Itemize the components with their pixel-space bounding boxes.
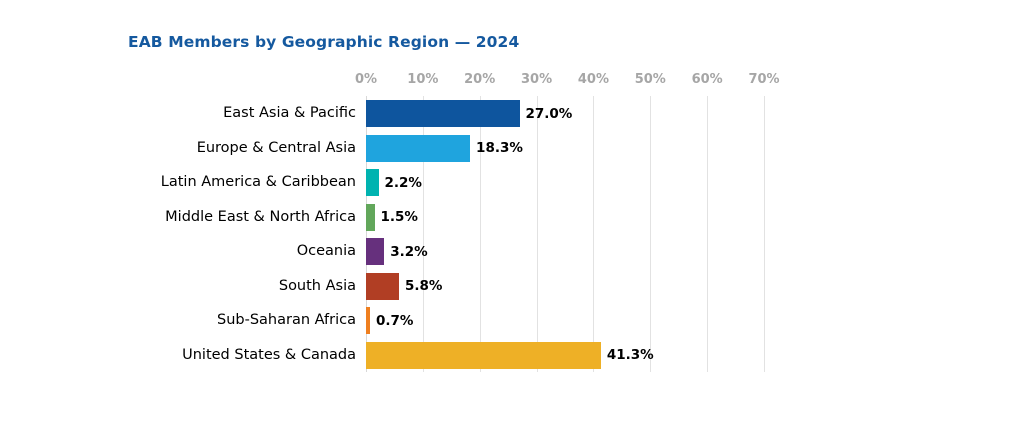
bar [366, 169, 379, 196]
bar-value-label: 0.7% [375, 312, 414, 329]
x-tick-label: 40% [577, 72, 609, 87]
category-label: South Asia [278, 277, 356, 294]
bar [366, 203, 375, 231]
gridline-10 [422, 96, 424, 372]
bar-row: Latin America & Caribbean 2.2% [0, 165, 1012, 200]
bar [366, 238, 385, 265]
category-label: Middle East & North Africa [165, 208, 356, 225]
bar-value-label: 1.5% [380, 209, 418, 225]
bar [366, 307, 370, 334]
x-tick-label: 70% [748, 72, 780, 87]
bar-and-value: 27.0% [366, 100, 572, 127]
category-label: Oceania [296, 243, 356, 260]
bar-row: Oceania 3.2% [0, 234, 1012, 269]
bar-row: Middle East & North Africa 1.5% [0, 200, 1012, 235]
bar-rows: East Asia & Pacific 27.0% Europe & Central… [0, 96, 1012, 372]
gridline-40 [593, 96, 595, 372]
bar-row: United States & Canada 41.3% [0, 338, 1012, 373]
x-tick-label: 20% [464, 72, 496, 87]
gridline-70 [764, 96, 765, 372]
x-tick-label: 0% [354, 72, 378, 87]
x-tick-label: 50% [634, 72, 666, 87]
bar [366, 100, 520, 127]
bar-row: Europe & Central Asia 18.3% [0, 131, 1012, 166]
bar-value-label: 41.3% [606, 347, 654, 363]
x-tick-label: 30% [521, 72, 553, 87]
gridline-50 [650, 96, 652, 372]
bar-row: South Asia 5.8% [0, 269, 1012, 304]
bar [366, 341, 601, 369]
category-label: United States & Canada [182, 346, 356, 363]
bar-and-value: 0.7% [366, 307, 413, 334]
chart-title: EAB Members by Geographic Region — 2024 [128, 33, 520, 51]
bar-value-label: 5.8% [404, 278, 443, 294]
gridline-20 [479, 96, 481, 372]
bar-and-value: 3.2% [366, 238, 428, 265]
bar-and-value: 41.3% [366, 341, 654, 369]
gridline-30 [536, 96, 538, 372]
category-label: East Asia & Pacific [223, 105, 356, 122]
bar-value-label: 18.3% [476, 140, 523, 156]
x-tick-label: 60% [691, 72, 723, 87]
category-label: Latin America & Caribbean [160, 174, 356, 191]
gridline-60 [707, 96, 709, 372]
bar-value-label: 2.2% [384, 174, 422, 191]
bar-row: Sub-Saharan Africa 0.7% [0, 303, 1012, 338]
x-tick-label: 10% [407, 72, 439, 87]
category-label: Europe & Central Asia [196, 139, 356, 156]
gridline-0 [366, 96, 367, 372]
plot-area [366, 96, 765, 372]
bar-and-value: 5.8% [366, 272, 443, 300]
bar-and-value: 2.2% [366, 169, 422, 196]
bar-value-label: 27.0% [525, 105, 573, 122]
bar-and-value: 18.3% [366, 134, 523, 162]
bar [366, 134, 471, 162]
bar-row: East Asia & Pacific 27.0% [0, 96, 1012, 131]
bar-and-value: 1.5% [366, 203, 418, 231]
category-label: Sub-Saharan Africa [217, 312, 356, 329]
bar [366, 272, 399, 300]
bar-value-label: 3.2% [390, 243, 428, 260]
